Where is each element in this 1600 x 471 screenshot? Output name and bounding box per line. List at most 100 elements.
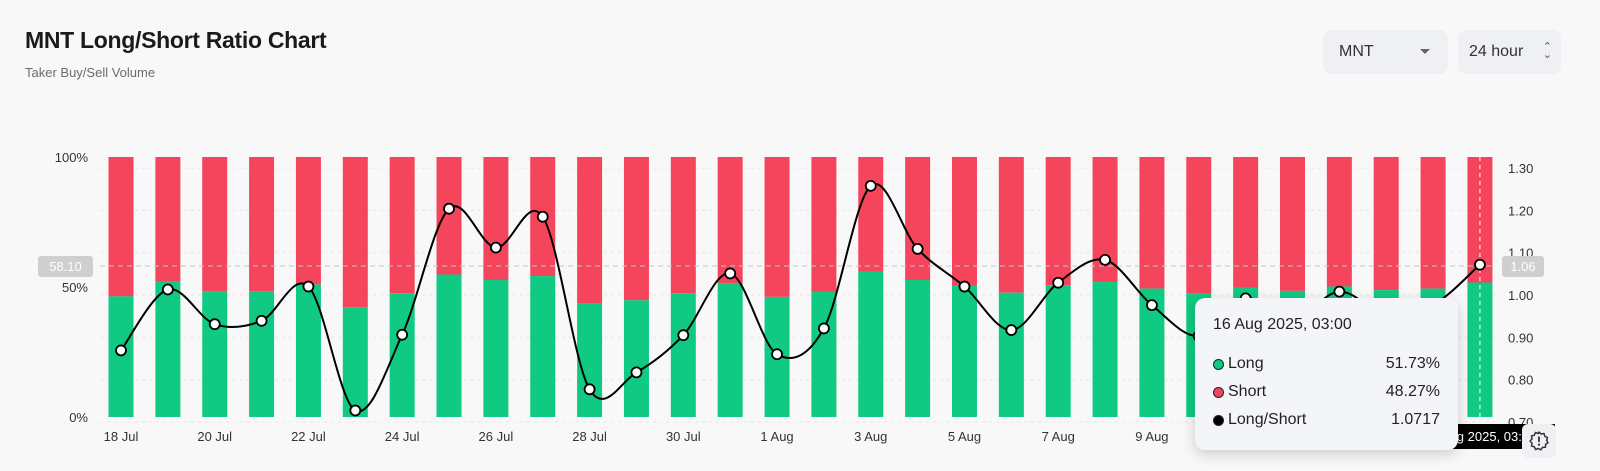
chart-tooltip: 16 Aug 2025, 03:00 Long 51.73% Short 48.… <box>1195 298 1458 450</box>
crosshair-right-badge <box>1502 256 1544 277</box>
chevron-up-down-icon: ⌃ ⌄ <box>1542 41 1552 61</box>
short-bar <box>295 157 321 285</box>
ratio-point <box>255 314 268 327</box>
long-bar <box>155 281 181 417</box>
ratio-point <box>1099 253 1111 266</box>
ratio-point <box>443 202 455 215</box>
short-bar <box>1280 157 1305 291</box>
crosshair-left-badge <box>38 256 93 277</box>
page-title: MNT Long/Short Ratio Chart <box>25 27 327 53</box>
long-bar <box>1092 282 1118 417</box>
long-bar <box>436 274 462 417</box>
long-bar <box>623 300 649 417</box>
y-right-tick-label: 1.20 <box>1508 203 1533 218</box>
tooltip-row-short: Short 48.27% <box>1213 378 1440 406</box>
short-bar <box>764 157 790 297</box>
short-bar <box>1420 157 1446 289</box>
y-right-tick-label: 1.00 <box>1508 288 1533 303</box>
tooltip-label: Long/Short <box>1228 411 1307 428</box>
short-bar <box>717 157 743 284</box>
short-bar <box>858 157 884 272</box>
ratio-point <box>864 179 877 192</box>
short-bar <box>951 157 977 286</box>
x-tick-label: 1 Aug <box>760 429 793 444</box>
ratio-point <box>630 366 643 379</box>
gear-alert-icon <box>1529 431 1549 451</box>
ratio-dot-icon <box>1213 414 1224 426</box>
long-bar <box>483 279 509 417</box>
ratio-point <box>349 404 362 417</box>
x-tick-label: 5 Aug <box>948 429 981 444</box>
short-bar <box>483 157 509 280</box>
long-bar <box>108 296 134 417</box>
tooltip-value: 1.0717 <box>1391 411 1440 428</box>
short-bar <box>155 157 181 282</box>
tooltip-row-ratio: Long/Short 1.0717 <box>1213 406 1440 434</box>
ratio-point <box>818 322 830 335</box>
tooltip-date: 16 Aug 2025, 03:00 <box>1213 316 1352 333</box>
ratio-point <box>536 210 549 223</box>
ratio-point <box>302 280 315 293</box>
ratio-point <box>489 241 502 254</box>
ratio-point <box>1474 258 1486 271</box>
short-bar <box>108 157 134 297</box>
short-bar <box>249 157 275 292</box>
y-left-tick-label: 50% <box>62 280 88 295</box>
ratio-point <box>115 344 127 357</box>
x-tick-label: 24 Jul <box>385 429 420 444</box>
short-bar <box>342 157 368 308</box>
x-tick-label: 18 Jul <box>104 429 139 444</box>
short-bar <box>905 157 931 280</box>
chart-settings-button[interactable] <box>1522 424 1556 458</box>
range-select[interactable]: 24 hour ⌃ ⌄ <box>1458 30 1561 74</box>
ratio-point <box>396 328 409 341</box>
short-bar <box>1186 157 1212 294</box>
ratio-point <box>911 242 924 255</box>
x-tick-label: 26 Jul <box>479 429 514 444</box>
y-left-tick-label: 0% <box>69 410 88 425</box>
x-tick-label: 30 Jul <box>666 429 701 444</box>
long-bar <box>670 293 696 417</box>
long-bar <box>342 307 368 417</box>
long-bar <box>858 271 884 417</box>
ratio-point <box>583 383 596 396</box>
short-bar <box>670 157 696 294</box>
short-bar <box>1373 157 1399 291</box>
short-bar <box>202 157 228 292</box>
long-bar <box>295 284 321 417</box>
ratio-point <box>724 267 737 280</box>
ratio-point <box>1052 276 1065 289</box>
coin-select-value: MNT <box>1339 43 1374 60</box>
long-bar <box>1045 285 1071 417</box>
x-tick-label: 20 Jul <box>197 429 232 444</box>
y-right-tick-label: 0.90 <box>1508 330 1533 345</box>
short-bar <box>436 157 462 275</box>
long-bar <box>717 283 743 417</box>
short-bar <box>1139 157 1165 289</box>
coin-select[interactable]: MNT <box>1323 30 1448 74</box>
long-bar <box>530 276 556 417</box>
x-tick-label: 3 Aug <box>854 429 887 444</box>
long-bar <box>811 291 837 417</box>
x-tick-label: 7 Aug <box>1042 429 1075 444</box>
range-select-value: 24 hour <box>1469 43 1524 60</box>
short-dot-icon <box>1213 386 1224 398</box>
long-bar <box>998 292 1024 417</box>
short-bar <box>1045 157 1071 286</box>
short-bar <box>1326 157 1352 287</box>
crosshair-left-label: 58.10 <box>49 259 82 274</box>
ratio-point <box>1333 285 1346 298</box>
tooltip-value: 48.27% <box>1385 383 1440 400</box>
short-bar <box>998 157 1024 293</box>
crosshair-right-label: 1.06 <box>1510 259 1535 274</box>
ratio-point <box>958 280 971 293</box>
long-bar <box>905 279 931 417</box>
page-subtitle: Taker Buy/Sell Volume <box>25 65 156 80</box>
short-bar <box>577 157 603 304</box>
short-bar <box>623 157 649 301</box>
tooltip-row-long: Long 51.73% <box>1213 350 1440 378</box>
long-bar <box>249 291 275 417</box>
x-tick-label: 9 Aug <box>1135 429 1168 444</box>
long-bar <box>577 303 603 417</box>
y-right-tick-label: 0.80 <box>1508 373 1533 388</box>
